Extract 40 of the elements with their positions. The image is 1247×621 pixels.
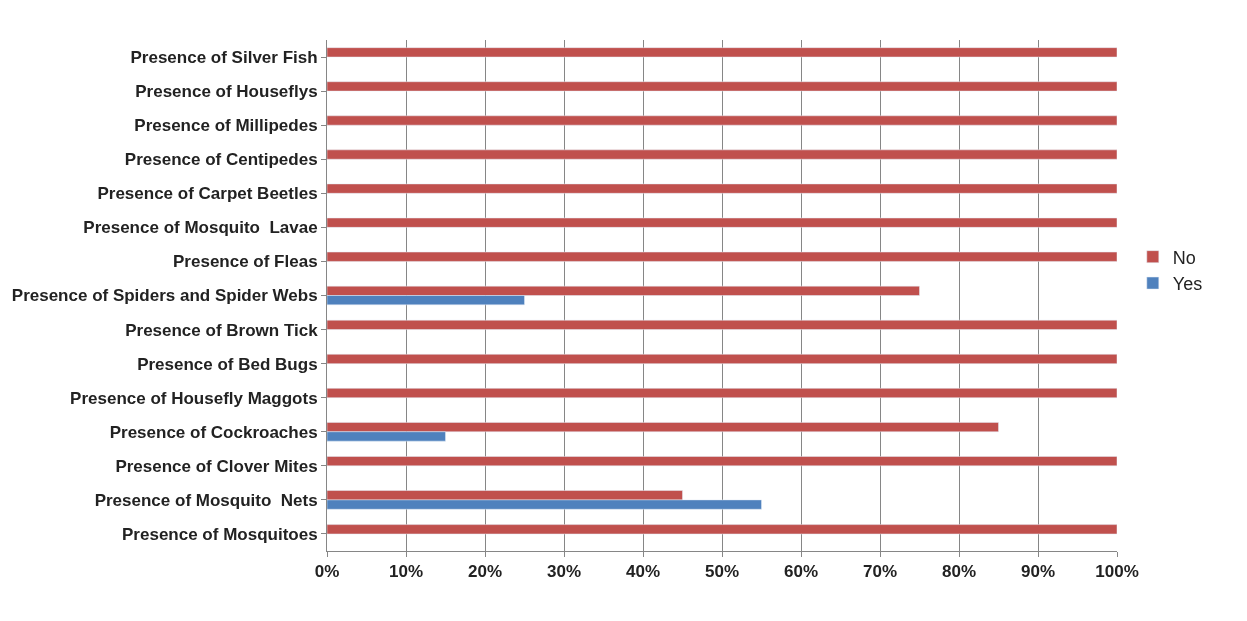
bar — [327, 217, 1117, 228]
y-tick-label: Presence of Housefly Maggots — [70, 388, 318, 408]
y-tick-label: Presence of Centipedes — [124, 150, 318, 170]
bar — [327, 81, 1117, 92]
y-tick-label: Presence of Clover Mites — [115, 456, 318, 476]
y-tick-label: Presence of Cockroaches — [109, 422, 318, 442]
bar — [327, 47, 1117, 58]
x-tick-label: 0% — [314, 562, 340, 582]
y-tick-label: Presence of Spiders and Spider Webs — [11, 286, 318, 306]
bar — [327, 524, 1117, 535]
x-tick-label: 30% — [546, 562, 582, 582]
y-tick-label: Presence of Carpet Beetles — [97, 184, 318, 204]
y-tick-label: Presence of Silver Fish — [130, 47, 318, 67]
x-tick-label: 20% — [467, 562, 503, 582]
bar — [327, 149, 1117, 160]
y-tick-label: Presence of Brown Tick — [125, 320, 319, 340]
x-tick-label: 90% — [1020, 562, 1056, 582]
legend-label: Yes — [1172, 274, 1203, 295]
bar — [327, 388, 1117, 398]
bar — [327, 319, 1117, 330]
y-tick-label: Presence of Mosquitoes — [122, 524, 318, 544]
bar — [327, 115, 1117, 126]
x-tick-label: 100% — [1095, 562, 1139, 582]
x-tick-label: 40% — [625, 562, 661, 582]
bar — [327, 456, 1117, 467]
y-tick-label: Presence of Mosquito Nets — [94, 490, 318, 510]
x-tick-label: 80% — [941, 562, 977, 582]
y-tick-label: Presence of Houseflys — [135, 82, 318, 102]
x-tick-label: 10% — [388, 562, 424, 582]
x-tick-label: 70% — [862, 562, 898, 582]
bar — [327, 183, 1117, 194]
y-tick-label: Presence of Bed Bugs — [137, 354, 318, 374]
bar — [327, 354, 1117, 364]
legend-label: No — [1172, 247, 1196, 268]
x-tick-label: 50% — [704, 562, 740, 582]
y-tick-label: Presence of Mosquito Lavae — [83, 218, 318, 238]
y-tick-label: Presence of Millipedes — [134, 116, 318, 136]
x-tick-label: 60% — [783, 562, 819, 582]
y-tick-label: Presence of Fleas — [173, 252, 318, 272]
bar — [327, 251, 1117, 262]
